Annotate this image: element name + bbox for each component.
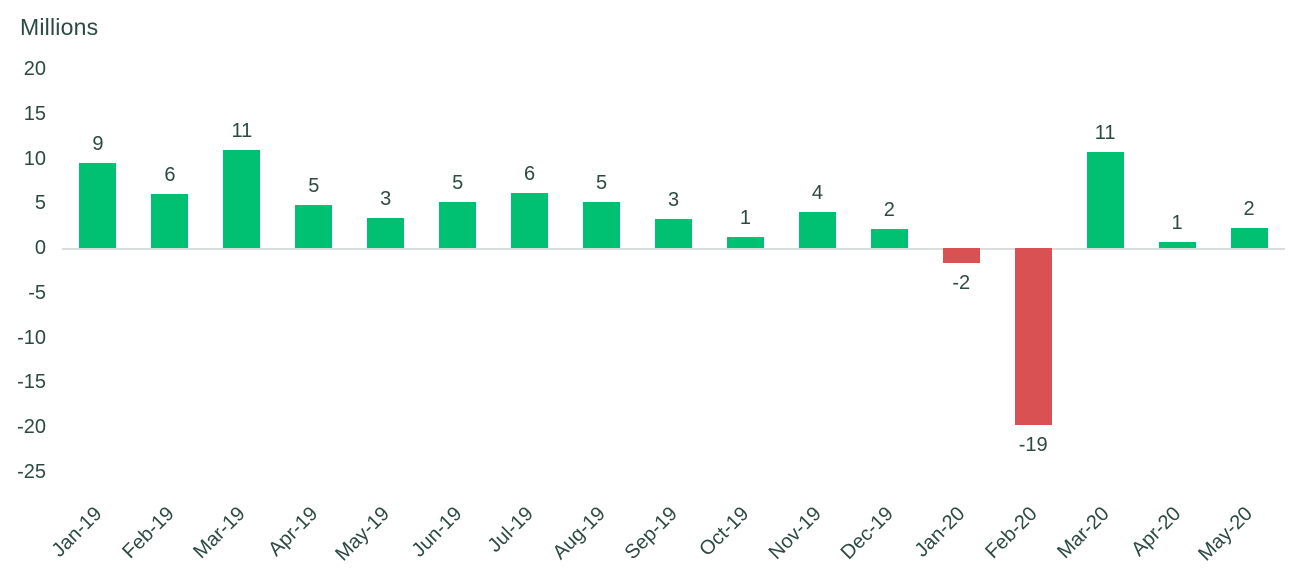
- x-tick-label-text: Apr-19: [264, 502, 323, 561]
- x-tick-label-text: Apr-20: [1127, 502, 1186, 561]
- bar[interactable]: [151, 194, 189, 249]
- x-tick-label-text: Oct-19: [695, 502, 754, 561]
- y-tick-label: -10: [17, 326, 46, 349]
- bar-value-label: -19: [1018, 433, 1048, 456]
- bar-value-label: 11: [231, 119, 253, 142]
- bar-value-label: 6: [164, 164, 176, 187]
- x-tick-label-text: Mar-19: [189, 502, 251, 564]
- bar-value-label: 5: [595, 171, 608, 194]
- bar-value-label: 1: [1171, 212, 1183, 235]
- axis-baseline: [62, 248, 1285, 250]
- axis-units-title: Millions: [20, 14, 99, 40]
- bar[interactable]: [1014, 248, 1052, 425]
- bar[interactable]: [439, 202, 477, 249]
- bar[interactable]: [367, 217, 405, 249]
- bar[interactable]: [870, 229, 908, 249]
- bar-value-label: 1: [739, 207, 751, 230]
- bar[interactable]: [726, 237, 764, 249]
- x-tick-label-text: Jan-19: [47, 502, 107, 562]
- y-tick-label: -25: [17, 461, 46, 483]
- x-tick-label-text: Feb-20: [981, 502, 1042, 564]
- bar[interactable]: [798, 212, 836, 249]
- x-tick-label-text: Feb-19: [117, 502, 179, 564]
- bar-value-label: 2: [883, 199, 895, 222]
- x-tick-label-text: Jul-19: [483, 502, 538, 557]
- bar[interactable]: [942, 248, 980, 264]
- bar-value-label: 3: [667, 189, 680, 212]
- x-tick-label-text: Mar-20: [1053, 502, 1114, 564]
- y-tick-label: 5: [34, 192, 46, 215]
- bar[interactable]: [583, 201, 621, 249]
- y-tick-label: -20: [17, 416, 46, 439]
- x-tick-label-text: Nov-19: [764, 502, 826, 564]
- bar[interactable]: [1086, 152, 1124, 249]
- bar-value-label: 5: [308, 175, 320, 198]
- bar[interactable]: [1230, 227, 1268, 249]
- bar[interactable]: [79, 163, 117, 249]
- x-tick-label-text: Dec-19: [836, 502, 898, 564]
- bar-value-label: 6: [524, 163, 536, 186]
- x-tick-label-text: Jun-19: [407, 502, 466, 562]
- x-tick-label-text: Sep-19: [620, 502, 682, 564]
- bar[interactable]: [295, 205, 333, 249]
- bar-value-label: 4: [811, 182, 823, 205]
- bar-value-label: 3: [380, 187, 392, 210]
- bar[interactable]: [1158, 242, 1196, 249]
- bar-value-label: 5: [452, 172, 464, 195]
- x-tick-label-text: Aug-19: [548, 502, 610, 564]
- x-tick-label-text: May-19: [331, 502, 394, 566]
- bar-value-label: 9: [92, 133, 104, 156]
- x-tick-label-text: Jan-20: [910, 502, 970, 562]
- y-tick-label: 0: [34, 237, 46, 260]
- y-tick-label: -15: [17, 371, 46, 394]
- y-tick-label: 20: [23, 58, 46, 80]
- y-tick-label: 10: [23, 147, 46, 170]
- bar-value-label: 2: [1243, 197, 1255, 220]
- y-tick-label: -5: [28, 281, 46, 304]
- bar-value-label: 11: [1094, 122, 1116, 145]
- bar-value-label: -2: [952, 272, 971, 295]
- y-tick-label: 15: [23, 102, 46, 125]
- x-tick-label-text: May-20: [1194, 502, 1258, 566]
- bar[interactable]: [223, 149, 261, 249]
- bar[interactable]: [511, 193, 549, 249]
- bar[interactable]: [655, 219, 692, 249]
